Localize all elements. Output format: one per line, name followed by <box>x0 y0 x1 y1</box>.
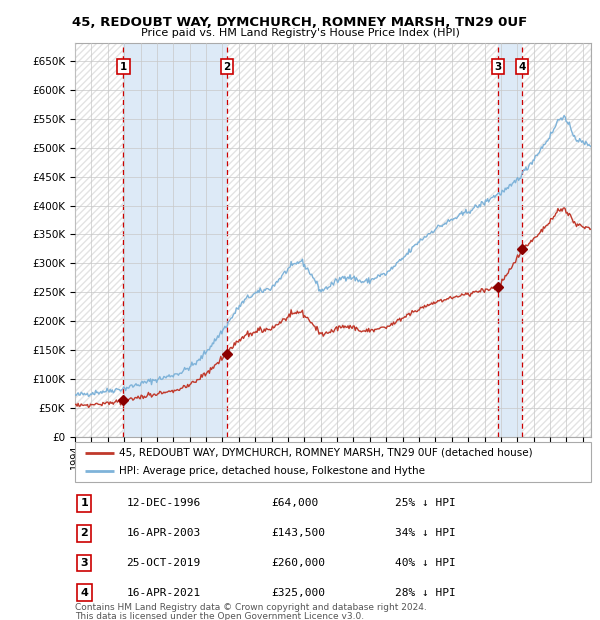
Text: 4: 4 <box>518 61 526 71</box>
Text: £260,000: £260,000 <box>271 558 325 568</box>
Bar <box>522 43 591 437</box>
Bar <box>227 43 498 437</box>
Text: 2: 2 <box>80 528 88 538</box>
Text: 25% ↓ HPI: 25% ↓ HPI <box>395 498 455 508</box>
Text: Price paid vs. HM Land Registry's House Price Index (HPI): Price paid vs. HM Land Registry's House … <box>140 28 460 38</box>
Text: Contains HM Land Registry data © Crown copyright and database right 2024.: Contains HM Land Registry data © Crown c… <box>75 603 427 612</box>
Bar <box>75 43 124 437</box>
Text: 25-OCT-2019: 25-OCT-2019 <box>127 558 201 568</box>
Text: 4: 4 <box>80 588 88 598</box>
Text: 28% ↓ HPI: 28% ↓ HPI <box>395 588 455 598</box>
Text: This data is licensed under the Open Government Licence v3.0.: This data is licensed under the Open Gov… <box>75 612 364 620</box>
Text: HPI: Average price, detached house, Folkestone and Hythe: HPI: Average price, detached house, Folk… <box>119 466 425 477</box>
Text: £64,000: £64,000 <box>271 498 319 508</box>
Text: 1: 1 <box>80 498 88 508</box>
Text: £143,500: £143,500 <box>271 528 325 538</box>
Bar <box>227 43 498 437</box>
Text: 12-DEC-1996: 12-DEC-1996 <box>127 498 201 508</box>
Bar <box>498 43 522 437</box>
Text: £325,000: £325,000 <box>271 588 325 598</box>
Bar <box>124 43 227 437</box>
Text: 2: 2 <box>224 61 231 71</box>
Text: 16-APR-2021: 16-APR-2021 <box>127 588 201 598</box>
Text: 34% ↓ HPI: 34% ↓ HPI <box>395 528 455 538</box>
FancyBboxPatch shape <box>75 442 591 482</box>
Bar <box>75 43 124 437</box>
Text: 1: 1 <box>119 61 127 71</box>
Text: 3: 3 <box>80 558 88 568</box>
Text: 16-APR-2003: 16-APR-2003 <box>127 528 201 538</box>
Text: 40% ↓ HPI: 40% ↓ HPI <box>395 558 455 568</box>
Text: 3: 3 <box>494 61 502 71</box>
Text: 45, REDOUBT WAY, DYMCHURCH, ROMNEY MARSH, TN29 0UF (detached house): 45, REDOUBT WAY, DYMCHURCH, ROMNEY MARSH… <box>119 448 532 458</box>
Bar <box>522 43 591 437</box>
Text: 45, REDOUBT WAY, DYMCHURCH, ROMNEY MARSH, TN29 0UF: 45, REDOUBT WAY, DYMCHURCH, ROMNEY MARSH… <box>73 16 527 29</box>
